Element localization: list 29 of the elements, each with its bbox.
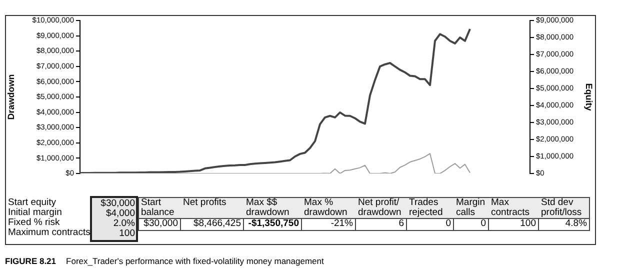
text: 0	[454, 218, 489, 230]
text: Net profit/ drawdown	[357, 197, 402, 218]
text: -$1,350,750	[244, 218, 302, 230]
y-axis-title: Drawdown	[6, 74, 16, 120]
text: Start equity	[8, 197, 58, 208]
text: 2.0%	[112, 218, 135, 229]
text: Max $$ drawdown	[245, 197, 290, 218]
text: Maximum contracts	[8, 227, 90, 238]
text: 6	[356, 218, 407, 230]
caption: FIGURE 8.21 Forex_Trader's performance with fixed-volatility money management	[5, 256, 324, 266]
text: Std dev profit/loss	[540, 197, 583, 218]
text: Initial margin	[8, 207, 63, 218]
text: $30,000	[139, 218, 181, 230]
text: 100	[118, 228, 135, 239]
text: Fixed % risk	[8, 217, 61, 228]
text: 4.8%	[564, 218, 588, 230]
text: Margin calls	[455, 197, 486, 218]
text: Max % drawdown	[303, 197, 348, 218]
text: Net profits	[182, 197, 228, 210]
text: Start balance	[140, 197, 176, 218]
text: $30,000	[100, 198, 135, 209]
text: 0	[407, 218, 454, 230]
text: 100	[489, 218, 539, 230]
text: Max contracts	[490, 197, 531, 218]
text: $8,466,425	[181, 218, 244, 230]
y2-axis-title: Equity	[584, 83, 594, 111]
text: -21%	[302, 218, 356, 230]
text: Trades rejected	[408, 197, 444, 218]
text: $4,000	[104, 208, 135, 219]
